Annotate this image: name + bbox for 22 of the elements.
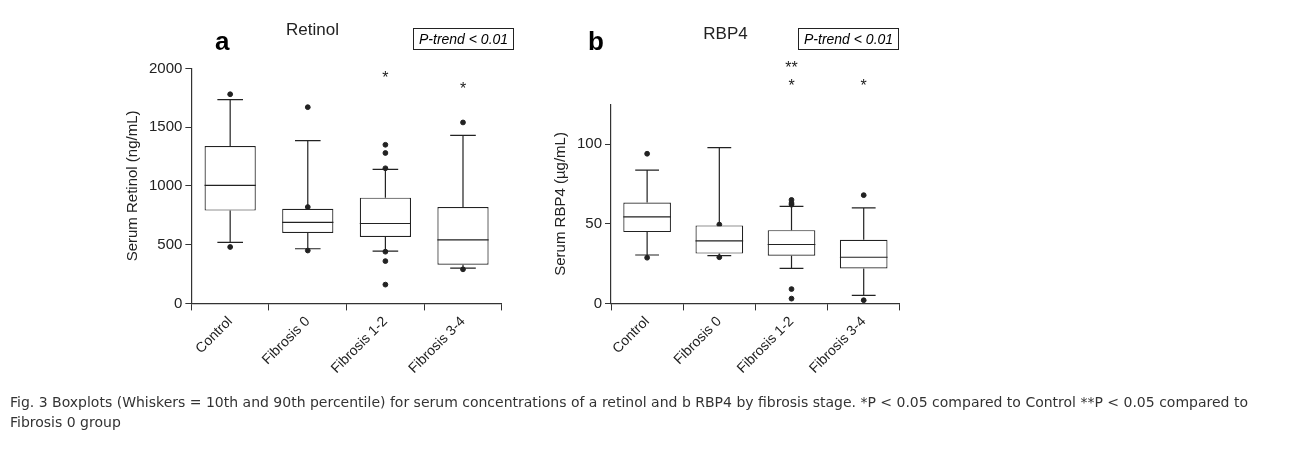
y-axis-title: Serum RBP4 (µg/mL) bbox=[551, 132, 569, 276]
text: a bbox=[215, 26, 230, 56]
y-tick-label: 2000 bbox=[148, 58, 183, 76]
text: * bbox=[788, 76, 795, 94]
y-tick-label: 100 bbox=[577, 134, 603, 152]
chart-title: RBP4 bbox=[703, 23, 748, 43]
y-axis-title: Serum Retinol (ng/mL) bbox=[123, 110, 141, 262]
annotation: * bbox=[459, 79, 467, 97]
text: ** bbox=[785, 58, 798, 76]
text: P-trend < 0.01 bbox=[798, 28, 900, 50]
y-tick-label: 50 bbox=[585, 213, 603, 231]
y-tick-label: 500 bbox=[157, 234, 183, 252]
text: * bbox=[860, 76, 867, 94]
y-tick-label: 0 bbox=[593, 293, 603, 311]
y-tick-label: 0 bbox=[174, 293, 183, 311]
annotation: * bbox=[382, 68, 389, 86]
caption: Fig. 3 Boxplots (Whiskers = 10th and 90th percentile) for serum concentrations of a retinol and b RBP4 by fibrosis stage. *P < 0.05 compared to Control **P < 0.05 compared to Fibrosis 0 group bbox=[10, 393, 1249, 432]
chart-title: Retinol bbox=[286, 19, 339, 39]
y-tick-label: 1000 bbox=[148, 176, 183, 194]
y-tick-label: 1500 bbox=[148, 117, 183, 135]
text: b bbox=[588, 26, 604, 56]
text: P-trend < 0.01 bbox=[413, 28, 515, 50]
